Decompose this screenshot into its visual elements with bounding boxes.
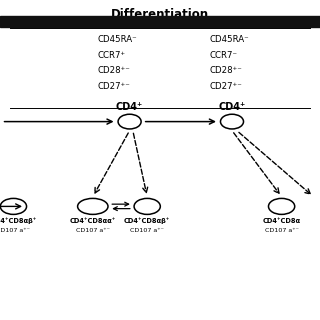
Text: CD27⁺⁻: CD27⁺⁻ xyxy=(210,82,242,91)
Text: CD28⁺⁻: CD28⁺⁻ xyxy=(98,66,130,75)
Bar xyxy=(0,16,320,27)
Text: CD107 a⁺⁻: CD107 a⁺⁻ xyxy=(76,228,110,233)
Text: CD4⁺CD8α: CD4⁺CD8α xyxy=(262,218,301,224)
Text: CD4⁺CD8αα⁺: CD4⁺CD8αα⁺ xyxy=(70,218,116,224)
Text: Differentiation: Differentiation xyxy=(111,8,209,21)
Text: CD27⁺⁻: CD27⁺⁻ xyxy=(98,82,130,91)
Text: CD4⁺CD8αβ⁺: CD4⁺CD8αβ⁺ xyxy=(124,218,170,224)
Text: CD107 a⁺⁻: CD107 a⁺⁻ xyxy=(265,228,299,233)
Text: CD28⁺⁻: CD28⁺⁻ xyxy=(210,66,242,75)
Text: CD45RA⁻: CD45RA⁻ xyxy=(210,36,249,44)
Text: CD45RA⁻: CD45RA⁻ xyxy=(98,36,137,44)
Text: CCR7⁻: CCR7⁻ xyxy=(210,51,237,60)
Text: CCR7⁺: CCR7⁺ xyxy=(98,51,126,60)
Text: CD107 a⁺⁻: CD107 a⁺⁻ xyxy=(0,228,30,233)
Text: CD4⁺: CD4⁺ xyxy=(218,102,246,112)
Text: CD4⁺CD8αβ⁺: CD4⁺CD8αβ⁺ xyxy=(0,218,36,224)
Text: CD4⁺: CD4⁺ xyxy=(116,102,143,112)
Text: CD107 a⁺⁻: CD107 a⁺⁻ xyxy=(130,228,164,233)
